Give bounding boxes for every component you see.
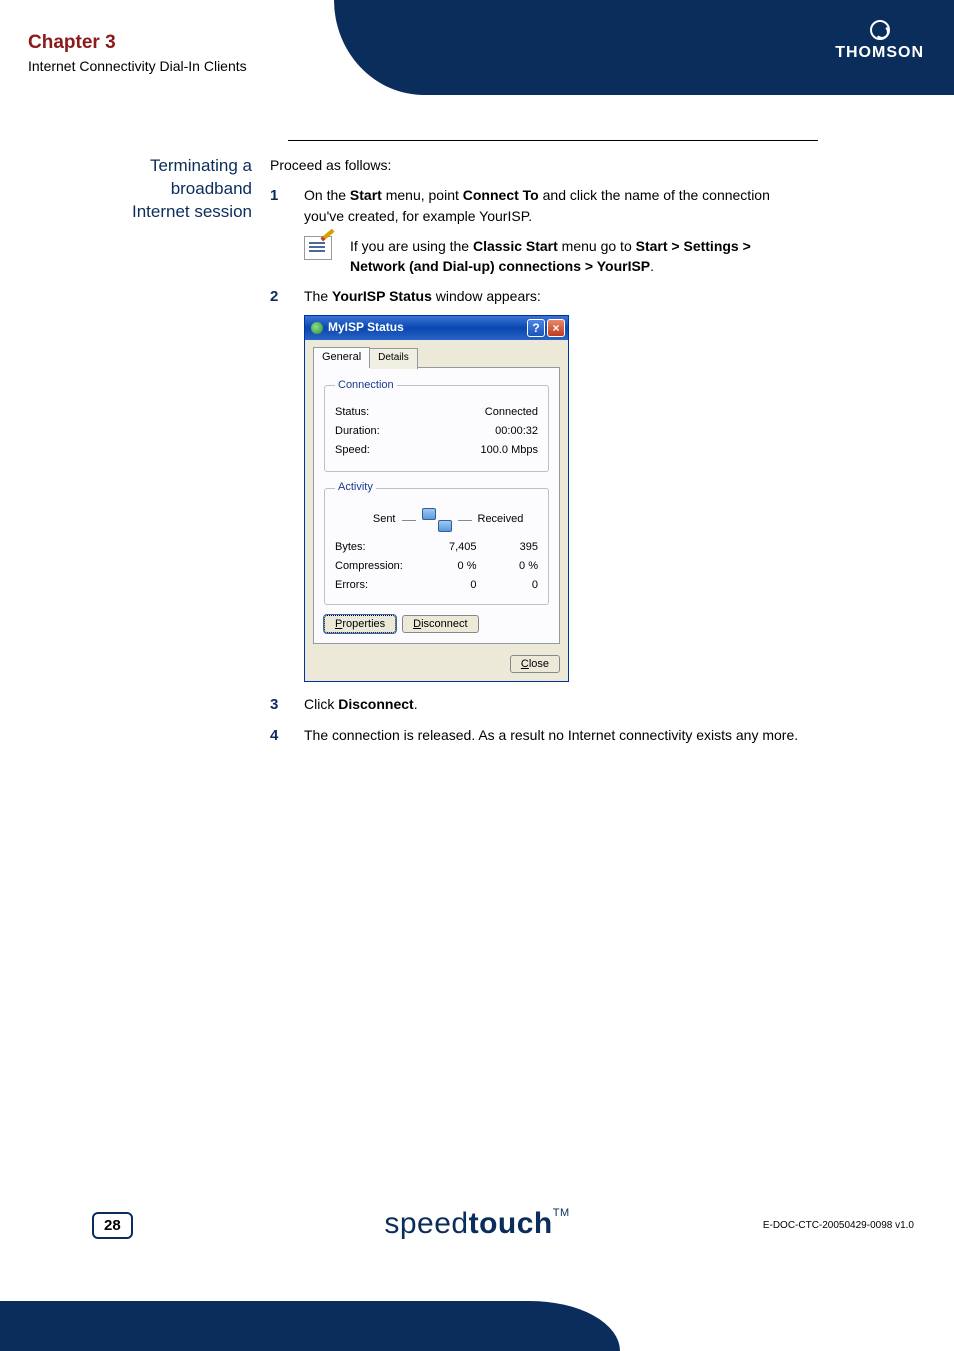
close-dialog-button[interactable]: Close — [510, 655, 560, 673]
brand-light: speed — [384, 1207, 468, 1240]
received-label: Received — [472, 512, 539, 528]
step-3: Click Disconnect. — [270, 694, 800, 714]
disc-u: D — [413, 618, 421, 630]
bytes-recv: 395 — [476, 540, 538, 556]
page-footer: 28 speedtouchTM E-DOC-CTC-20050429-0098 … — [0, 1256, 954, 1351]
content-area: Terminating a broadband Internet session… — [120, 140, 820, 755]
sent-label: Sent — [335, 512, 402, 528]
thomson-icon — [870, 20, 890, 40]
close-row: Close — [313, 652, 560, 673]
step3-t2: . — [414, 696, 418, 712]
chapter-subtitle: Internet Connectivity Dial-In Clients — [28, 58, 247, 74]
comp-label: Compression: — [335, 559, 415, 575]
step3-t1: Click — [304, 696, 338, 712]
dialog-title: MyISP Status — [328, 319, 525, 336]
note-text: If you are using the Classic Start menu … — [350, 236, 800, 277]
page-number: 28 — [92, 1212, 133, 1239]
err-sent: 0 — [415, 578, 477, 594]
step1-t1: On the — [304, 187, 350, 203]
tab-strip: General Details — [313, 346, 560, 367]
speed-value: 100.0 Mbps — [481, 443, 538, 459]
status-dialog: MyISP Status ? × General Details C — [304, 315, 569, 682]
dialog-titlebar[interactable]: MyISP Status ? × — [305, 316, 568, 340]
activity-grid: Bytes: 7,405 395 Compression: 0 % 0 % Er… — [335, 540, 538, 594]
thomson-logo: THOMSON — [835, 20, 924, 62]
brand-tm: TM — [553, 1207, 570, 1219]
act-line-r — [458, 520, 472, 521]
step1-b2: Connect To — [463, 187, 539, 203]
steps-list: On the Start menu, point Connect To and … — [270, 185, 800, 745]
status-value: Connected — [485, 405, 538, 421]
step1-b1: Start — [350, 187, 382, 203]
brand-logo: speedtouchTM — [384, 1207, 569, 1241]
chapter-title: Chapter 3 — [28, 32, 247, 54]
intro-text: Proceed as follows: — [270, 155, 800, 175]
step-1: On the Start menu, point Connect To and … — [270, 185, 800, 276]
disc-t: isconnect — [421, 618, 467, 630]
duration-label: Duration: — [335, 424, 380, 440]
dialog-body: General Details Connection Status:Connec… — [305, 340, 568, 681]
step2-t1: The — [304, 288, 332, 304]
network-monitors-icon — [422, 508, 452, 532]
note-icon — [304, 236, 332, 260]
err-recv: 0 — [476, 578, 538, 594]
comp-recv: 0 % — [476, 559, 538, 575]
tab-details[interactable]: Details — [370, 348, 418, 369]
note-t3: . — [650, 258, 654, 274]
properties-button[interactable]: Properties — [324, 615, 396, 633]
activity-header: Sent Received — [335, 508, 538, 532]
chapter-block: Chapter 3 Internet Connectivity Dial-In … — [28, 32, 247, 74]
bytes-sent: 7,405 — [415, 540, 477, 556]
close-u: C — [521, 658, 529, 670]
section-margin-title: Terminating a broadband Internet session — [120, 155, 270, 224]
act-line-l — [402, 520, 416, 521]
note-t1: If you are using the — [350, 238, 473, 254]
step-4: The connection is released. As a result … — [270, 725, 800, 745]
step1-t2: menu, point — [382, 187, 463, 203]
tab-general[interactable]: General — [313, 347, 370, 368]
bytes-label: Bytes: — [335, 540, 415, 556]
note-t2: menu go to — [558, 238, 636, 254]
prop-t: roperties — [342, 618, 385, 630]
footer-curve — [0, 1301, 620, 1351]
connection-group: Connection Status: Connected Duration: 00:… — [324, 378, 549, 473]
close-t: lose — [529, 658, 549, 670]
err-label: Errors: — [335, 578, 415, 594]
tab-panel-general: Connection Status: Connected Duration: 00:… — [313, 367, 560, 645]
doc-id: E-DOC-CTC-20050429-0098 v1.0 — [763, 1220, 914, 1231]
step3-b: Disconnect — [338, 696, 413, 712]
connection-legend: Connection — [335, 378, 397, 394]
activity-legend: Activity — [335, 480, 376, 496]
connection-icon — [311, 322, 323, 334]
thomson-text: THOMSON — [835, 44, 924, 61]
step2-b: YourISP Status — [332, 288, 432, 304]
dialog-buttons: Properties Disconnect — [324, 615, 549, 633]
section-rule — [288, 140, 818, 141]
comp-sent: 0 % — [415, 559, 477, 575]
help-button[interactable]: ? — [527, 319, 545, 337]
step-2: The YourISP Status window appears: MyISP… — [270, 286, 800, 682]
step2-t2: window appears: — [432, 288, 541, 304]
activity-group: Activity Sent Received — [324, 480, 549, 605]
speed-label: Speed: — [335, 443, 370, 459]
note-block: If you are using the Classic Start menu … — [304, 236, 800, 277]
duration-value: 00:00:32 — [495, 424, 538, 440]
status-label: Status: — [335, 405, 369, 421]
section-body: Proceed as follows: On the Start menu, p… — [270, 155, 800, 755]
disconnect-button[interactable]: Disconnect — [402, 615, 478, 633]
brand-bold: touch — [469, 1207, 553, 1240]
close-button[interactable]: × — [547, 319, 565, 337]
note-b1: Classic Start — [473, 238, 558, 254]
page-header: Chapter 3 Internet Connectivity Dial-In … — [0, 0, 954, 95]
